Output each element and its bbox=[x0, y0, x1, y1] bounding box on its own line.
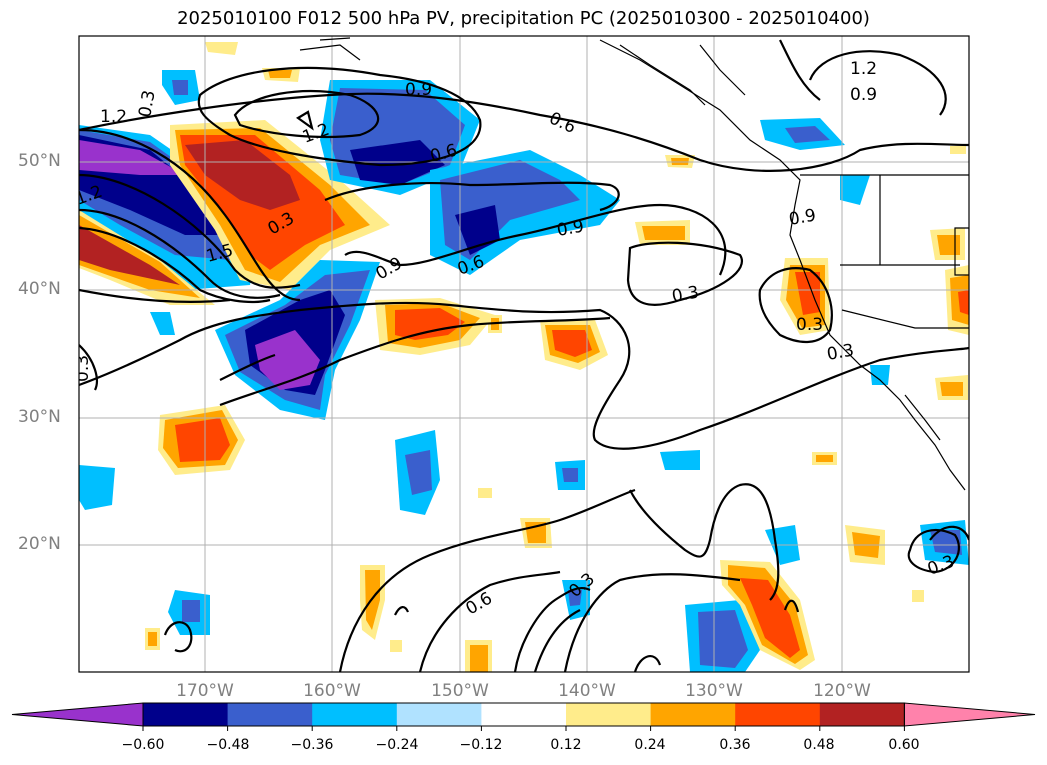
colorbar-segment bbox=[819, 703, 905, 726]
map-title: 2025010100 F012 500 hPa PV, precipitatio… bbox=[177, 8, 870, 29]
colorbar bbox=[11, 702, 1036, 731]
lat-label-20: 20°N bbox=[18, 534, 61, 554]
colorbar-tick-label: 0.48 bbox=[803, 737, 835, 753]
lon-label-170w: 170°W bbox=[176, 681, 234, 701]
pv-contours bbox=[79, 39, 969, 672]
precip-shading bbox=[79, 42, 969, 672]
colorbar-extend-low bbox=[11, 702, 144, 727]
colorbar-segment bbox=[396, 703, 482, 726]
lon-label-160w: 160°W bbox=[303, 681, 361, 701]
colorbar-frame bbox=[142, 702, 905, 727]
contour-label: 0.3 bbox=[796, 315, 823, 335]
colorbar-segment bbox=[735, 703, 821, 726]
gridlines bbox=[79, 36, 969, 672]
colorbar-segment bbox=[143, 703, 229, 726]
colorbar-segment bbox=[566, 703, 652, 726]
contour-label: 0.9 bbox=[555, 217, 585, 241]
contour-label: 0.3 bbox=[135, 89, 159, 119]
contour-label: 0.9 bbox=[787, 206, 817, 230]
colorbar-tick-label: −0.48 bbox=[206, 737, 250, 753]
lon-label-140w: 140°W bbox=[558, 681, 616, 701]
contour-label: 1.2 bbox=[100, 107, 127, 127]
colorbar-tick-label: −0.60 bbox=[121, 737, 165, 753]
contour-label: 0.3 bbox=[670, 283, 700, 307]
map-frame bbox=[78, 35, 970, 673]
lat-label-40: 40°N bbox=[18, 279, 61, 299]
coastlines bbox=[299, 37, 969, 491]
lat-label-50: 50°N bbox=[18, 151, 61, 171]
contour-label: 0.3 bbox=[73, 355, 93, 382]
colorbar-tick-label: 0.60 bbox=[888, 737, 920, 753]
lat-label-30: 30°N bbox=[18, 407, 61, 427]
colorbar-tick-label: −0.24 bbox=[375, 737, 419, 753]
colorbar-segment bbox=[650, 703, 736, 726]
map-panel: 1.20.3 0.90.61.20.61.21.50.30.90.90.60.30… bbox=[73, 36, 969, 672]
lon-label-130w: 130°W bbox=[685, 681, 743, 701]
contour-label: 0.9 bbox=[850, 85, 877, 105]
colorbar-tick-label: 0.36 bbox=[719, 737, 751, 753]
colorbar-segment bbox=[312, 703, 398, 726]
colorbar-segment bbox=[481, 703, 567, 726]
colorbar-tick-label: 0.12 bbox=[550, 737, 582, 753]
colorbar-segment bbox=[227, 703, 313, 726]
contour-label: 1.2 bbox=[850, 59, 877, 79]
colorbar-extend-high bbox=[903, 702, 1036, 727]
lon-label-150w: 150°W bbox=[431, 681, 489, 701]
colorbar-tick-label: −0.36 bbox=[290, 737, 334, 753]
contour-label: 0.9 bbox=[405, 80, 432, 100]
lon-label-120w: 120°W bbox=[813, 681, 871, 701]
colorbar-tick-label: 0.24 bbox=[634, 737, 666, 753]
colorbar-tick-label: −0.12 bbox=[459, 737, 503, 753]
contour-label: 0.3 bbox=[825, 341, 855, 365]
